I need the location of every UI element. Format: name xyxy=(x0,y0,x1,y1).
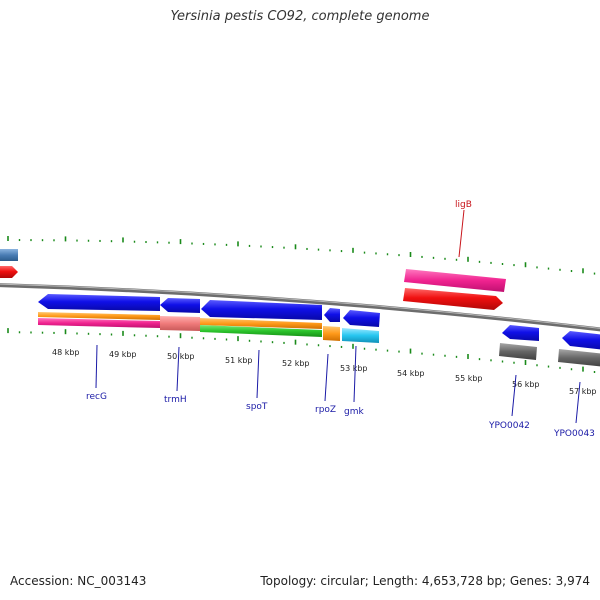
kbp-label: 54 kbp xyxy=(397,369,425,378)
kbp-label: 48 kbp xyxy=(52,348,80,357)
spoT-gene[interactable] xyxy=(201,300,322,320)
steel-feature[interactable] xyxy=(0,249,18,261)
trmH-leader xyxy=(176,346,180,392)
YPO0043-feature[interactable] xyxy=(558,349,600,367)
rpoZ-feature[interactable] xyxy=(323,326,340,341)
upper-tick-row xyxy=(7,236,596,275)
genome-summary-text: Topology: circular; Length: 4,653,728 bp… xyxy=(260,574,590,588)
lower-tick-row xyxy=(7,328,596,374)
YPO0042-feature[interactable] xyxy=(499,343,537,360)
trmH-feature[interactable] xyxy=(160,316,200,331)
ligB-leader xyxy=(458,209,465,258)
kbp-label: 52 kbp xyxy=(282,359,310,368)
accession-text: Accession: NC_003143 xyxy=(10,574,147,588)
spoT-orange-feature[interactable] xyxy=(200,318,322,329)
YPO0042-gene[interactable] xyxy=(502,325,539,341)
genome-backbone xyxy=(0,283,600,332)
rpoZ-leader xyxy=(324,353,329,402)
recG-pink-feature[interactable] xyxy=(38,318,160,328)
genome-backbone-highlight xyxy=(0,283,600,329)
YPO0043-gene[interactable] xyxy=(562,331,600,350)
spoT-label[interactable]: spoT xyxy=(246,402,268,412)
spoT-leader xyxy=(256,349,260,399)
kbp-label: 53 kbp xyxy=(340,364,368,373)
rpoZ-gene[interactable] xyxy=(324,308,340,322)
kbp-label: 51 kbp xyxy=(225,356,253,365)
kbp-label: 57 kbp xyxy=(569,387,597,396)
YPO0043-label[interactable]: YPO0043 xyxy=(553,429,595,439)
kbp-label: 55 kbp xyxy=(455,374,483,383)
spoT-green-feature[interactable] xyxy=(200,325,322,337)
kbp-label: 50 kbp xyxy=(167,352,195,361)
rpoZ-label[interactable]: rpoZ xyxy=(315,405,336,415)
gmk-leader xyxy=(353,345,357,403)
gmk-feature[interactable] xyxy=(342,328,379,343)
label-leaders xyxy=(95,209,581,424)
red-feature-left[interactable] xyxy=(0,266,18,278)
kbp-labels: 48 kbp 49 kbp 50 kbp 51 kbp 52 kbp 53 kb… xyxy=(52,348,597,396)
trmH-gene[interactable] xyxy=(160,298,200,313)
kbp-label: 49 kbp xyxy=(109,350,137,359)
map-title: Yersinia pestis CO92, complete genome xyxy=(170,9,430,24)
recG-leader xyxy=(95,344,98,389)
trmH-label[interactable]: trmH xyxy=(164,395,187,405)
kbp-label: 56 kbp xyxy=(512,380,540,389)
recG-label[interactable]: recG xyxy=(86,392,107,402)
gene-labels: recG trmH spoT rpoZ gmk YPO0042 YPO0043 … xyxy=(86,200,595,439)
recG-gene[interactable] xyxy=(38,294,160,311)
YPO0043-leader xyxy=(575,381,581,424)
gmk-gene[interactable] xyxy=(343,310,380,327)
ligB-label[interactable]: ligB xyxy=(455,200,472,210)
recG-orange-feature[interactable] xyxy=(38,312,160,320)
gmk-label[interactable]: gmk xyxy=(344,407,364,417)
YPO0042-label[interactable]: YPO0042 xyxy=(488,421,530,431)
YPO0042-leader xyxy=(511,374,517,417)
ligB-gene[interactable] xyxy=(403,288,503,310)
ligB-feature[interactable] xyxy=(404,269,506,292)
